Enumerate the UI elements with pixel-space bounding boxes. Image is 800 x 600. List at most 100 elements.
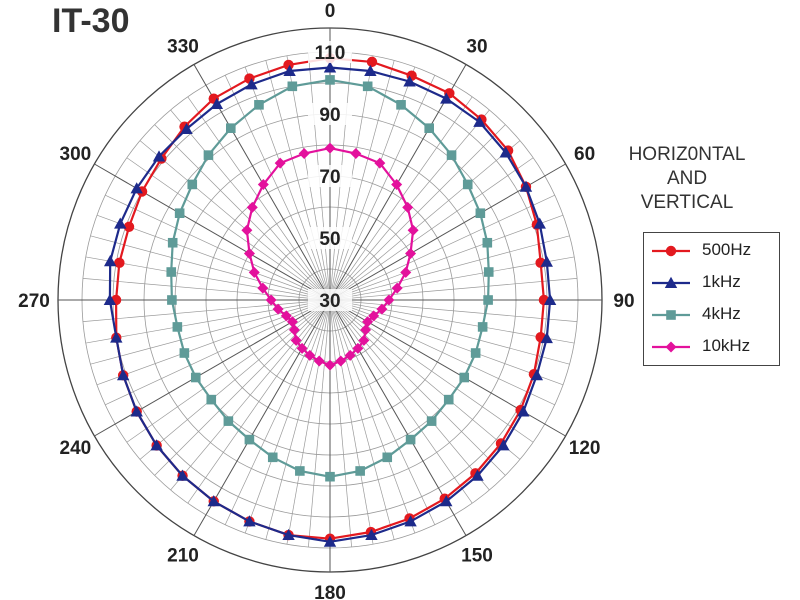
- marker-triangle: [110, 331, 123, 343]
- marker-triangle: [176, 469, 189, 481]
- minor-spoke: [329, 235, 570, 301]
- marker-diamond: [272, 303, 284, 315]
- marker-triangle: [243, 515, 256, 527]
- marker-square: [443, 394, 454, 405]
- marker-diamond: [374, 157, 386, 169]
- minor-spoke: [329, 75, 436, 301]
- marker-triangle: [404, 515, 417, 527]
- legend-item-10khz: 10kHz: [644, 333, 779, 361]
- marker-square: [174, 208, 185, 218]
- series-1khz: [103, 61, 557, 547]
- minor-spoke: [329, 124, 506, 301]
- major-spoke: [94, 163, 331, 301]
- legend-swatch-1khz: [652, 276, 690, 288]
- marker-triangle: [103, 255, 117, 267]
- marker-diamond: [360, 324, 372, 336]
- marker-diamond: [304, 349, 316, 361]
- marker-square: [223, 416, 234, 426]
- angle-tick-label: 300: [60, 144, 92, 165]
- legend-heading-line-3: VERTICAL: [640, 192, 734, 213]
- minor-spoke: [96, 214, 331, 301]
- minor-spoke: [85, 299, 331, 344]
- marker-square: [483, 295, 493, 305]
- marker-triangle: [282, 528, 295, 541]
- marker-square: [424, 123, 434, 133]
- marker-diamond: [362, 316, 374, 328]
- minor-spoke: [329, 299, 521, 460]
- legend-label: 10kHz: [702, 336, 751, 355]
- minor-spoke: [329, 278, 578, 301]
- marker-square: [355, 466, 365, 476]
- minor-spoke: [90, 235, 331, 301]
- marker-triangle: [114, 217, 127, 229]
- marker-square: [325, 75, 335, 85]
- marker-square: [382, 452, 393, 463]
- marker-diamond: [405, 248, 417, 259]
- series-4khz: [166, 75, 494, 482]
- minor-spoke: [286, 299, 331, 545]
- marker-diamond: [350, 147, 362, 159]
- marker-circle: [283, 59, 294, 71]
- series-layer: [103, 53, 557, 547]
- radial-tick-label: 30: [319, 291, 340, 312]
- minor-spoke: [170, 299, 331, 491]
- legend-label: 1kHz: [702, 272, 741, 291]
- radial-label-bg: [308, 103, 352, 125]
- marker-diamond: [246, 201, 258, 213]
- minor-spoke: [329, 299, 395, 540]
- minor-spoke: [224, 299, 331, 525]
- marker-diamond: [335, 355, 347, 367]
- minor-spoke: [265, 60, 331, 301]
- marker-square: [244, 434, 255, 445]
- legend-heading-line-2: AND: [666, 168, 708, 189]
- minor-spoke: [139, 140, 331, 301]
- minor-spoke: [126, 299, 331, 443]
- marker-diamond: [274, 157, 286, 169]
- minor-spoke: [329, 299, 352, 548]
- legend-label: 4kHz: [702, 304, 741, 323]
- minor-spoke: [85, 256, 331, 301]
- minor-spoke: [329, 194, 555, 301]
- marker-diamond: [265, 294, 277, 306]
- marker-circle: [123, 221, 135, 233]
- angle-tick-label: 30: [466, 36, 487, 57]
- marker-square: [325, 471, 335, 482]
- marker-square: [470, 348, 481, 358]
- marker-triangle: [403, 75, 416, 87]
- minor-spoke: [329, 299, 490, 491]
- legend-swatch-4khz: [652, 310, 690, 320]
- minor-spoke: [329, 299, 374, 545]
- minor-spoke: [329, 60, 395, 301]
- legend: 500Hz 1kHz 4kHz 10kHz: [643, 232, 780, 366]
- marker-triangle: [530, 369, 544, 381]
- minor-spoke: [139, 299, 331, 460]
- radial-label-bg: [308, 227, 352, 249]
- marker-diamond: [243, 248, 255, 259]
- radial-label-bg: [308, 165, 352, 187]
- minor-spoke: [329, 299, 473, 504]
- marker-square: [666, 310, 676, 320]
- marker-square: [483, 267, 494, 277]
- radial-label-bg: [308, 289, 352, 311]
- marker-diamond: [324, 359, 336, 371]
- minor-spoke: [329, 157, 534, 301]
- angle-tick-label: 270: [18, 291, 50, 312]
- legend-item-1khz: 1kHz: [644, 269, 779, 297]
- minor-spoke: [154, 124, 331, 301]
- marker-square: [475, 208, 486, 218]
- marker-circle: [665, 245, 677, 257]
- marker-triangle: [471, 469, 484, 481]
- marker-square: [172, 322, 183, 332]
- angle-tick-label: 0: [325, 1, 336, 22]
- marker-diamond: [296, 342, 308, 354]
- marker-diamond: [400, 266, 412, 278]
- minor-spoke: [329, 299, 570, 365]
- marker-square: [405, 434, 416, 445]
- marker-diamond: [407, 224, 419, 236]
- minor-spoke: [96, 299, 331, 386]
- marker-diamond: [391, 282, 403, 294]
- marker-triangle: [207, 495, 220, 507]
- marker-diamond: [248, 266, 260, 278]
- marker-triangle: [323, 535, 337, 547]
- marker-diamond: [344, 349, 356, 361]
